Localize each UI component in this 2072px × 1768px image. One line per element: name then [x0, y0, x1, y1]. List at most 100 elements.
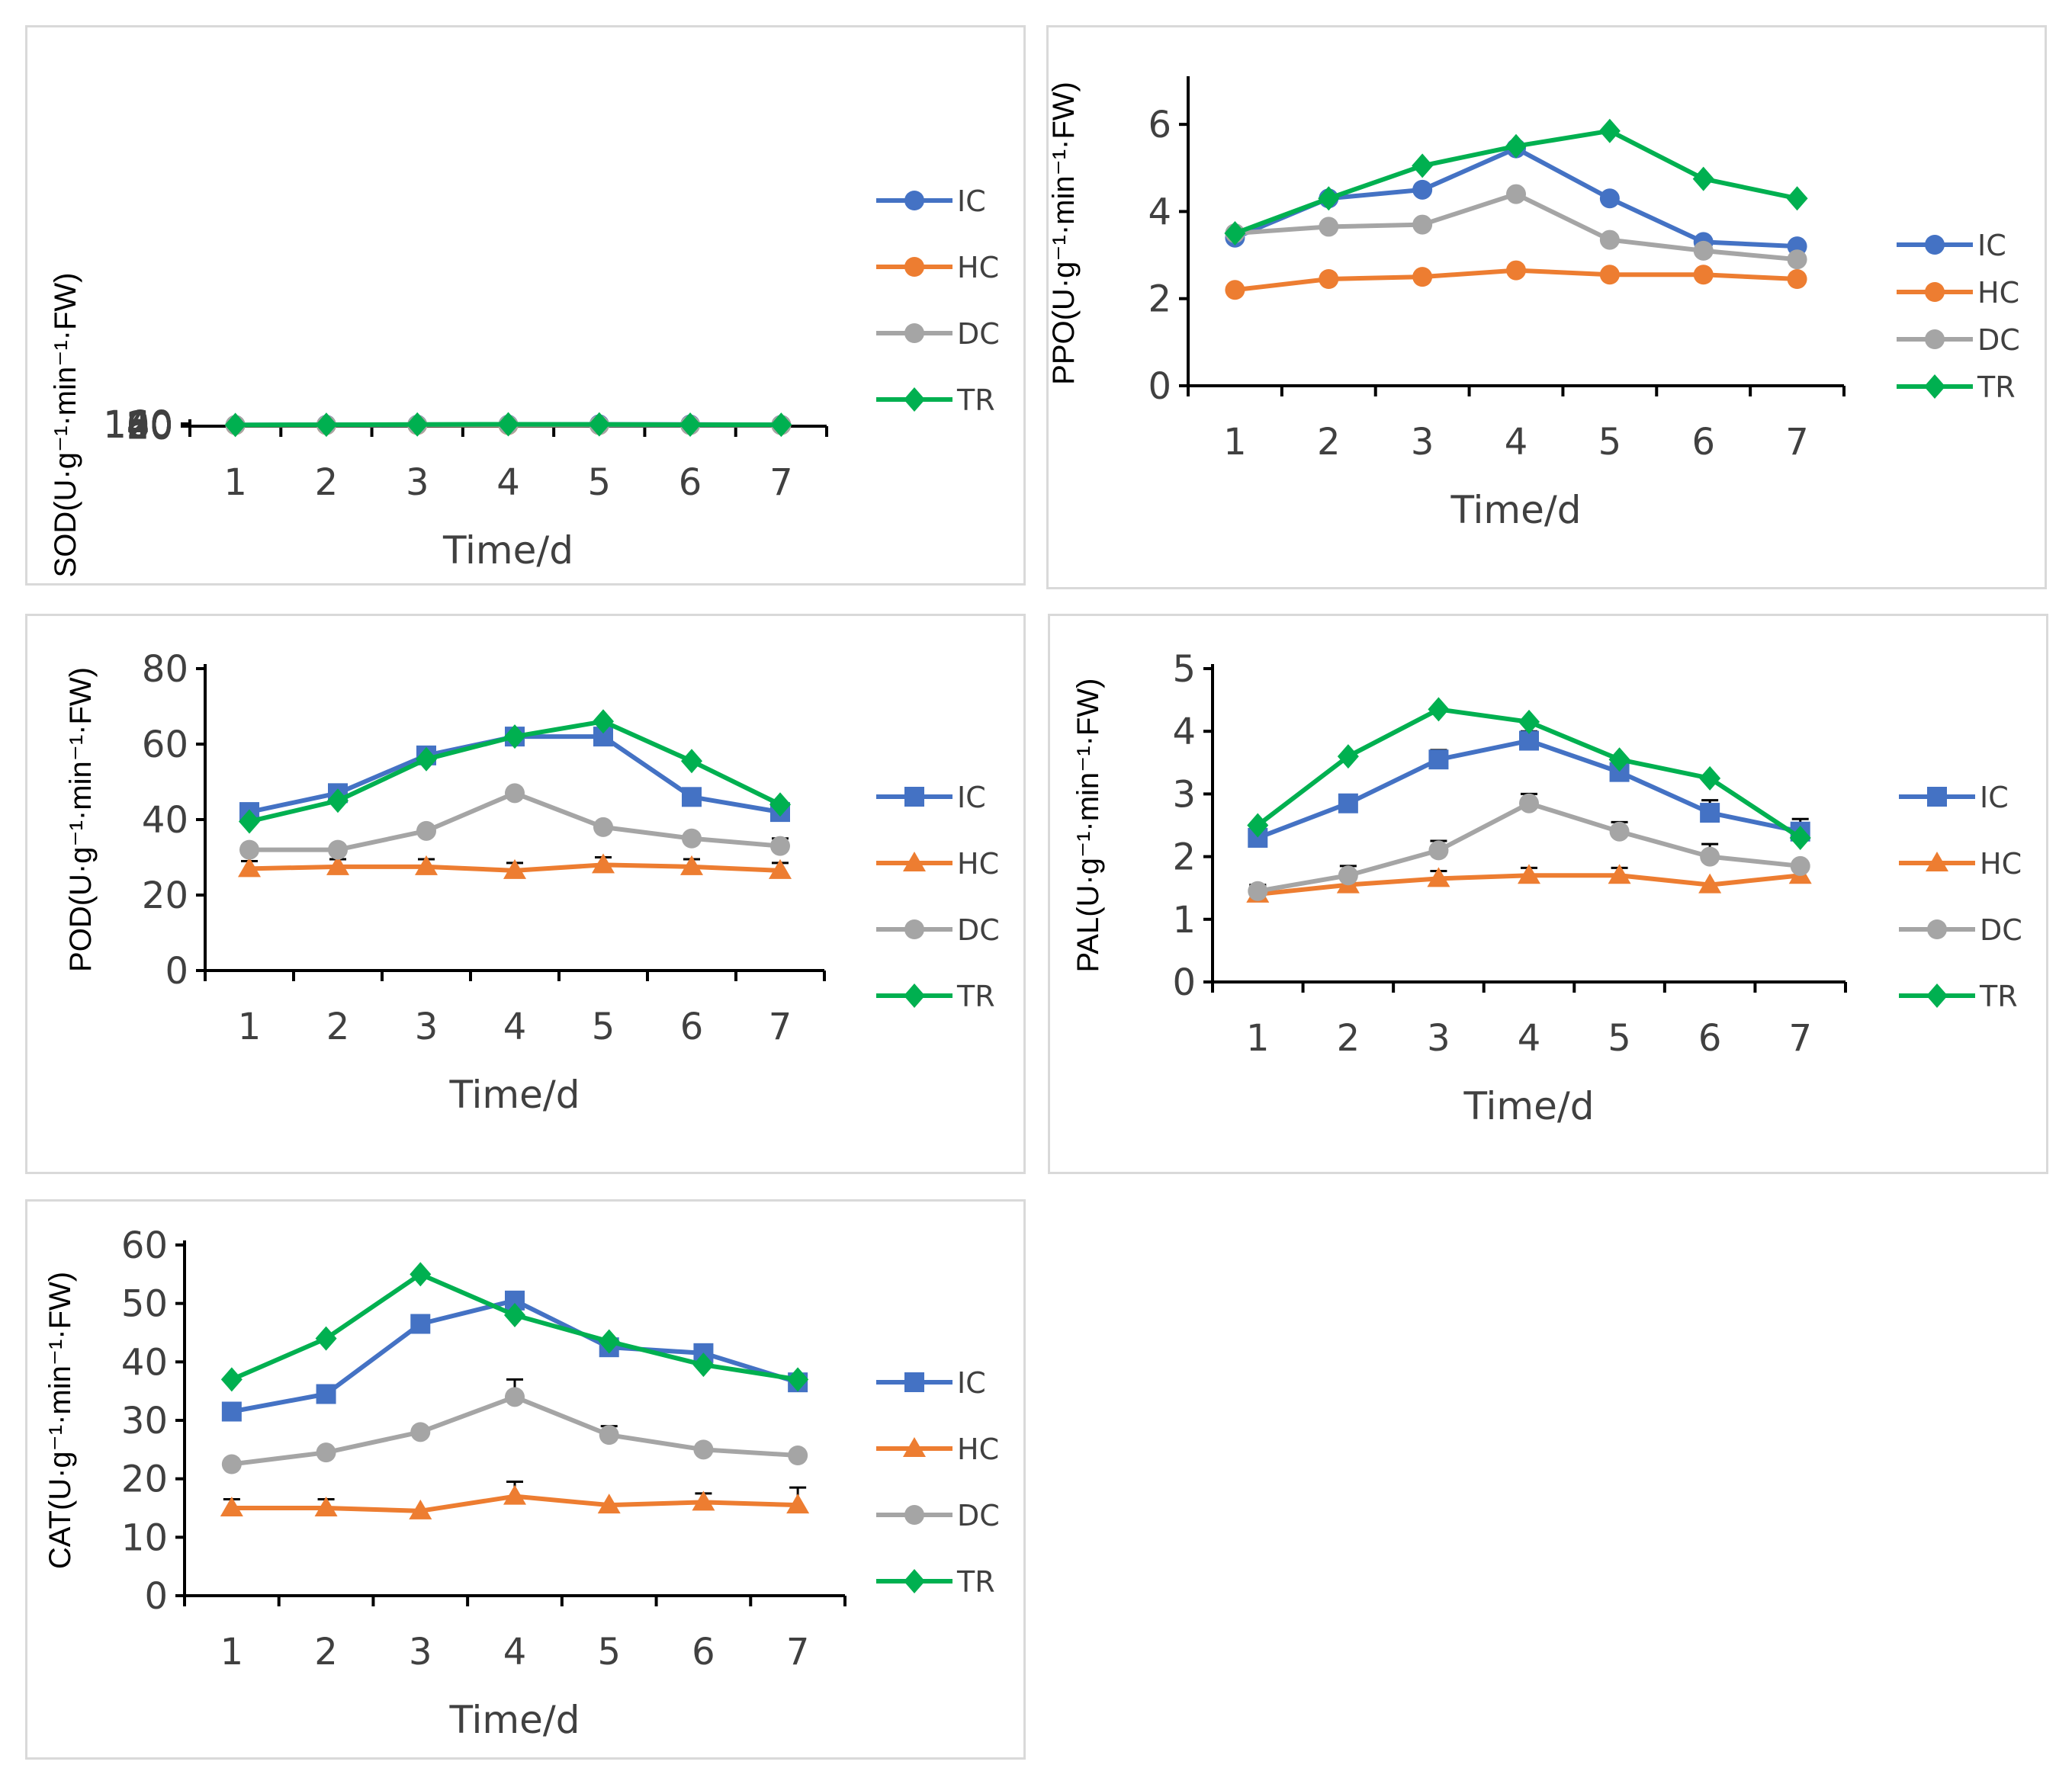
data-point — [328, 839, 348, 860]
data-point — [505, 1387, 525, 1407]
y-tick-label: 40 — [127, 405, 173, 448]
legend-marker — [903, 852, 926, 871]
legend-label: DC — [1980, 913, 2022, 947]
chart-ppo: 0 2 4 6 1 2 3 4 5 6 7 Time/d PPO(U·g⁻¹·min⁻¹·FW) IC HC… — [1049, 76, 2020, 532]
data-point — [1790, 855, 1810, 876]
legend-item-hc: HC — [876, 251, 999, 284]
data-point — [1338, 793, 1358, 813]
legend-marker — [904, 1372, 924, 1392]
legend-item-dc: DC — [876, 1499, 1000, 1532]
legend-label: IC — [957, 781, 986, 814]
x-tick-label: 7 — [1788, 1017, 1812, 1060]
data-point — [592, 853, 615, 874]
series-dc — [1248, 792, 1810, 901]
data-point — [1428, 697, 1450, 722]
data-point — [1505, 133, 1527, 159]
legend-item-hc: HC — [1897, 276, 2019, 310]
legend-item-hc: HC — [1899, 847, 2022, 881]
x-tick-label: 6 — [692, 1631, 715, 1673]
x-tick-label: 3 — [406, 461, 429, 504]
data-point — [682, 828, 702, 849]
data-point — [410, 1422, 431, 1442]
legend-marker — [904, 787, 924, 807]
data-point — [692, 1490, 715, 1511]
chart-panel-pod: 0 20 40 60 80 1 2 3 4 5 6 7 Time/d POD(U·g⁻¹·min⁻¹·FW… — [25, 614, 1026, 1174]
data-point — [682, 787, 702, 807]
legend-marker — [904, 1505, 924, 1525]
legend-label: HC — [1977, 276, 2019, 310]
data-point — [1692, 166, 1714, 191]
chart-cat: 0 10 20 30 40 50 60 1 2 3 4 5 6 7 Time/d CAT(U·g⁻¹·min⁻… — [43, 1224, 1000, 1742]
legend-item-ic: IC — [876, 1366, 986, 1400]
x-tick-label: 7 — [769, 461, 793, 504]
y-tick-label: 2 — [1148, 278, 1171, 321]
data-point — [410, 1262, 432, 1287]
legend-marker — [904, 983, 925, 1008]
legend-item-ic: IC — [876, 781, 986, 814]
x-tick-label: 3 — [409, 1631, 432, 1673]
y-tick-label: 80 — [142, 648, 188, 691]
legend-marker — [904, 191, 924, 210]
y-tick-label: 50 — [121, 1283, 168, 1326]
data-point — [769, 858, 792, 879]
x-tick-label: 4 — [1518, 1017, 1541, 1060]
y-tick-label: 120 — [103, 404, 173, 447]
x-tick-label: 5 — [592, 1006, 615, 1048]
y-tick-label: 160 — [103, 403, 173, 446]
data-point — [1693, 240, 1714, 261]
data-point — [410, 1314, 431, 1334]
series-hc — [1246, 864, 1812, 903]
data-point — [1693, 265, 1714, 285]
series-tr — [1224, 118, 1808, 245]
series-tr — [1247, 697, 1811, 850]
x-tick-label: 3 — [1411, 421, 1434, 464]
data-point — [1599, 229, 1620, 250]
data-point — [504, 1303, 525, 1327]
data-point — [505, 783, 525, 804]
y-tick-label: 140 — [103, 403, 173, 446]
x-axis-title: Time/d — [1450, 488, 1582, 532]
data-point — [315, 412, 337, 438]
y-axis-title: SOD(U·g⁻¹·min⁻¹·FW) — [49, 273, 82, 578]
data-point — [1518, 864, 1540, 884]
legend-label: IC — [957, 185, 986, 218]
data-point — [239, 839, 259, 860]
data-point — [1518, 709, 1540, 734]
legend-label: DC — [957, 1499, 1000, 1532]
data-point — [1787, 249, 1807, 270]
x-tick-label: 4 — [496, 461, 520, 504]
data-point — [770, 412, 792, 438]
legend-marker — [1925, 235, 1945, 255]
legend-item-dc: DC — [1899, 913, 2022, 947]
x-tick-label: 4 — [1505, 421, 1528, 464]
data-point — [1412, 153, 1434, 178]
legend-item-dc: DC — [1897, 323, 2020, 357]
series-dc — [221, 1378, 808, 1474]
x-tick-label: 5 — [588, 461, 612, 504]
data-point — [416, 746, 437, 772]
data-point — [220, 1367, 243, 1392]
data-point — [770, 836, 790, 856]
y-tick-label: 60 — [142, 724, 188, 766]
data-point — [1224, 221, 1246, 245]
legend-label: DC — [1977, 323, 2020, 357]
data-point — [681, 749, 702, 774]
legend-label: DC — [957, 913, 1000, 947]
y-tick-label: 3 — [1172, 773, 1196, 816]
x-axis-title: Time/d — [442, 528, 573, 573]
x-tick-label: 2 — [1317, 421, 1341, 464]
data-point — [1247, 813, 1269, 838]
data-point — [1506, 184, 1526, 204]
legend-item-tr: TR — [876, 1565, 995, 1599]
legend-label: DC — [957, 317, 1000, 351]
legend-label: TR — [1977, 371, 2016, 404]
legend-label: IC — [957, 1366, 986, 1400]
x-tick-label: 3 — [415, 1006, 438, 1048]
legend-item-ic: IC — [1897, 229, 2006, 262]
data-point — [327, 788, 349, 813]
data-point — [1700, 803, 1720, 823]
series-dc — [1225, 184, 1807, 270]
data-point — [1609, 821, 1630, 842]
legend-item-ic: IC — [1899, 781, 2009, 814]
data-point — [679, 412, 702, 437]
